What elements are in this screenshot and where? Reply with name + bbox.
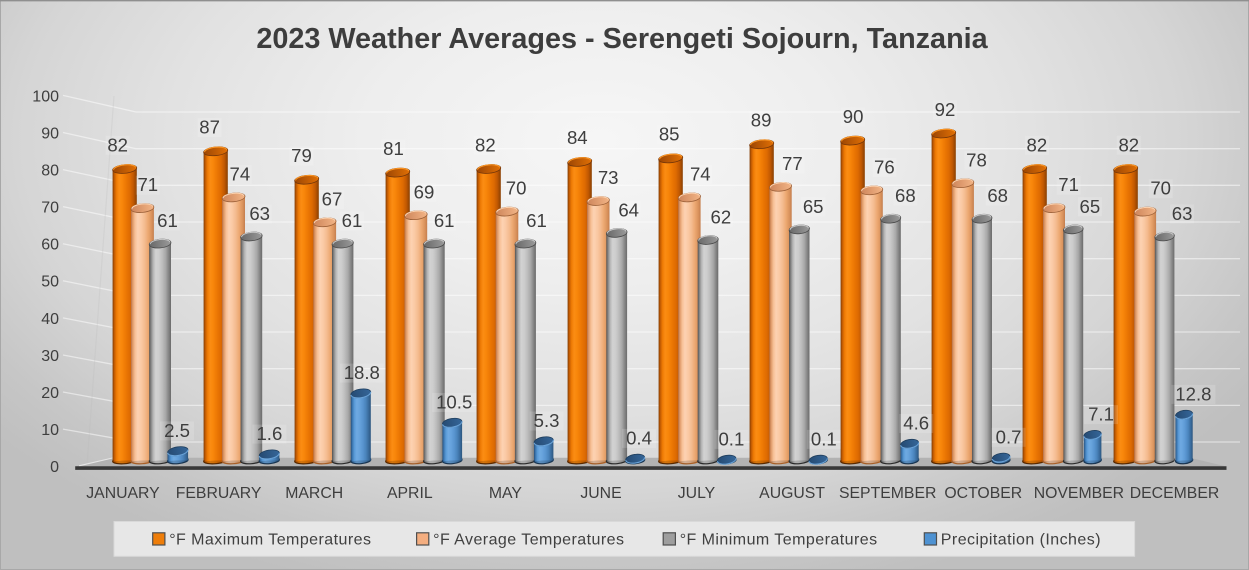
svg-text:5.3: 5.3 bbox=[534, 410, 560, 431]
svg-text:82: 82 bbox=[1027, 134, 1048, 155]
svg-text:76: 76 bbox=[874, 156, 895, 177]
svg-text:40: 40 bbox=[41, 311, 59, 328]
svg-text:10: 10 bbox=[41, 422, 59, 439]
svg-text:0.7: 0.7 bbox=[996, 426, 1022, 447]
svg-text:67: 67 bbox=[322, 188, 343, 209]
svg-text:APRIL: APRIL bbox=[387, 485, 433, 502]
svg-text:63: 63 bbox=[249, 203, 270, 224]
svg-text:°F Maximum Temperatures: °F Maximum Temperatures bbox=[169, 531, 371, 548]
svg-text:°F Minimum Temperatures: °F Minimum Temperatures bbox=[680, 531, 878, 548]
svg-text:10.5: 10.5 bbox=[436, 392, 472, 413]
svg-text:70: 70 bbox=[1150, 178, 1171, 199]
svg-text:60: 60 bbox=[41, 237, 59, 254]
svg-text:2023 Weather Averages - Sereng: 2023 Weather Averages - Serengeti Sojour… bbox=[256, 23, 988, 55]
svg-text:0.1: 0.1 bbox=[811, 428, 837, 449]
svg-text:61: 61 bbox=[157, 210, 178, 231]
svg-text:84: 84 bbox=[567, 127, 588, 148]
svg-text:61: 61 bbox=[434, 210, 455, 231]
svg-text:62: 62 bbox=[711, 206, 732, 227]
svg-text:100: 100 bbox=[32, 88, 59, 105]
svg-text:85: 85 bbox=[659, 124, 680, 145]
svg-text:AUGUST: AUGUST bbox=[759, 485, 825, 502]
svg-text:74: 74 bbox=[230, 164, 251, 185]
svg-text:64: 64 bbox=[618, 199, 639, 220]
svg-text:NOVEMBER: NOVEMBER bbox=[1034, 485, 1124, 502]
svg-text:82: 82 bbox=[475, 134, 496, 155]
svg-text:82: 82 bbox=[107, 134, 128, 155]
svg-text:0.4: 0.4 bbox=[626, 427, 652, 448]
svg-text:74: 74 bbox=[690, 164, 711, 185]
svg-text:61: 61 bbox=[526, 210, 547, 231]
svg-text:73: 73 bbox=[598, 167, 619, 188]
svg-text:63: 63 bbox=[1172, 203, 1193, 224]
svg-text:2.5: 2.5 bbox=[164, 420, 190, 441]
svg-text:90: 90 bbox=[843, 106, 864, 127]
svg-text:82: 82 bbox=[1118, 134, 1139, 155]
svg-text:0: 0 bbox=[50, 459, 59, 476]
svg-text:30: 30 bbox=[41, 348, 59, 365]
svg-text:70: 70 bbox=[41, 200, 59, 217]
svg-text:°F Average Temperatures: °F Average Temperatures bbox=[433, 531, 624, 548]
svg-text:OCTOBER: OCTOBER bbox=[944, 485, 1022, 502]
svg-text:87: 87 bbox=[199, 117, 220, 138]
svg-text:65: 65 bbox=[1080, 196, 1101, 217]
svg-text:MAY: MAY bbox=[489, 485, 523, 502]
svg-text:68: 68 bbox=[987, 185, 1008, 206]
svg-text:90: 90 bbox=[41, 125, 59, 142]
svg-text:MARCH: MARCH bbox=[285, 485, 343, 502]
svg-text:92: 92 bbox=[935, 99, 956, 120]
svg-text:77: 77 bbox=[782, 153, 803, 174]
svg-text:DECEMBER: DECEMBER bbox=[1130, 485, 1220, 502]
svg-text:JULY: JULY bbox=[678, 485, 716, 502]
svg-text:79: 79 bbox=[291, 145, 312, 166]
svg-text:69: 69 bbox=[414, 181, 435, 202]
svg-text:JANUARY: JANUARY bbox=[86, 485, 160, 502]
svg-text:4.6: 4.6 bbox=[903, 413, 929, 434]
svg-text:1.6: 1.6 bbox=[256, 423, 282, 444]
svg-text:Precipitation (Inches): Precipitation (Inches) bbox=[941, 531, 1101, 548]
svg-text:71: 71 bbox=[1058, 174, 1079, 195]
svg-text:18.8: 18.8 bbox=[344, 362, 380, 383]
svg-text:JUNE: JUNE bbox=[580, 485, 621, 502]
svg-text:80: 80 bbox=[41, 163, 59, 180]
svg-text:50: 50 bbox=[41, 274, 59, 291]
svg-text:12.8: 12.8 bbox=[1175, 383, 1211, 404]
svg-text:89: 89 bbox=[751, 110, 772, 131]
svg-text:68: 68 bbox=[895, 185, 916, 206]
svg-text:FEBRUARY: FEBRUARY bbox=[176, 485, 262, 502]
svg-text:65: 65 bbox=[803, 196, 824, 217]
svg-text:71: 71 bbox=[137, 174, 158, 195]
svg-text:7.1: 7.1 bbox=[1088, 404, 1114, 425]
svg-text:61: 61 bbox=[342, 210, 363, 231]
svg-text:81: 81 bbox=[383, 138, 404, 159]
svg-text:70: 70 bbox=[506, 178, 527, 199]
svg-text:78: 78 bbox=[966, 149, 987, 170]
svg-text:20: 20 bbox=[41, 385, 59, 402]
svg-text:SEPTEMBER: SEPTEMBER bbox=[839, 485, 936, 502]
svg-text:0.1: 0.1 bbox=[718, 428, 744, 449]
